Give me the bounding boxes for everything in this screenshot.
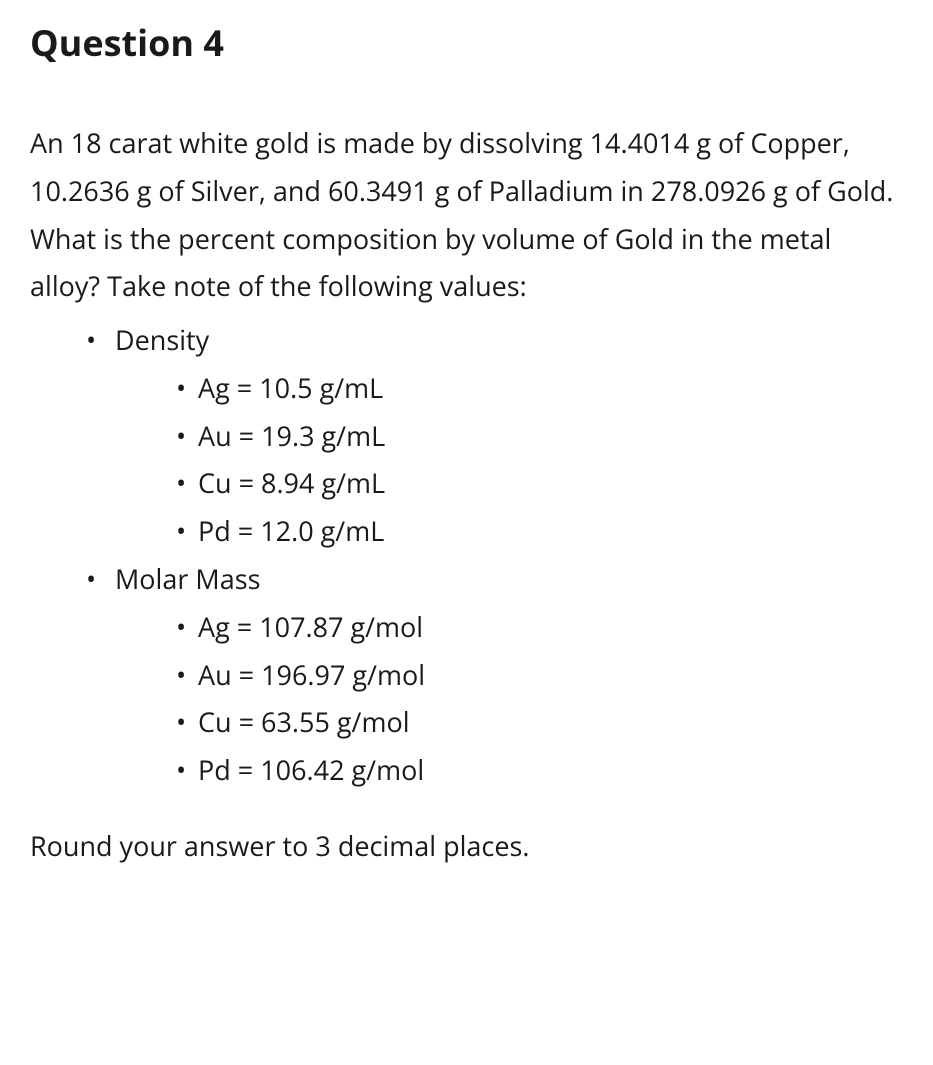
molar-mass-items: Ag = 107.87 g/mol Au = 196.97 g/mol Cu =… (108, 603, 903, 794)
molar-mass-header: Molar Mass (115, 560, 260, 597)
list-item: Au = 196.97 g/mol (198, 651, 903, 699)
list-item: Cu = 63.55 g/mol (198, 698, 903, 746)
values-list: Density Ag = 10.5 g/mL Au = 19.3 g/mL Cu… (30, 316, 903, 794)
list-item: Pd = 106.42 g/mol (198, 746, 903, 794)
density-section: Density Ag = 10.5 g/mL Au = 19.3 g/mL Cu… (108, 316, 903, 555)
density-header: Density (115, 321, 209, 358)
list-item: Pd = 12.0 g/mL (198, 507, 903, 555)
list-item: Cu = 8.94 g/mL (198, 459, 903, 507)
instruction-footer: Round your answer to 3 decimal places. (30, 822, 903, 870)
list-item: Au = 19.3 g/mL (198, 412, 903, 460)
list-item: Ag = 10.5 g/mL (198, 364, 903, 412)
list-item: Ag = 107.87 g/mol (198, 603, 903, 651)
question-title: Question 4 (30, 18, 903, 67)
molar-mass-section: Molar Mass Ag = 107.87 g/mol Au = 196.97… (108, 555, 903, 794)
question-paragraph: An 18 carat white gold is made by dissol… (30, 119, 903, 310)
density-items: Ag = 10.5 g/mL Au = 19.3 g/mL Cu = 8.94 … (108, 364, 903, 555)
